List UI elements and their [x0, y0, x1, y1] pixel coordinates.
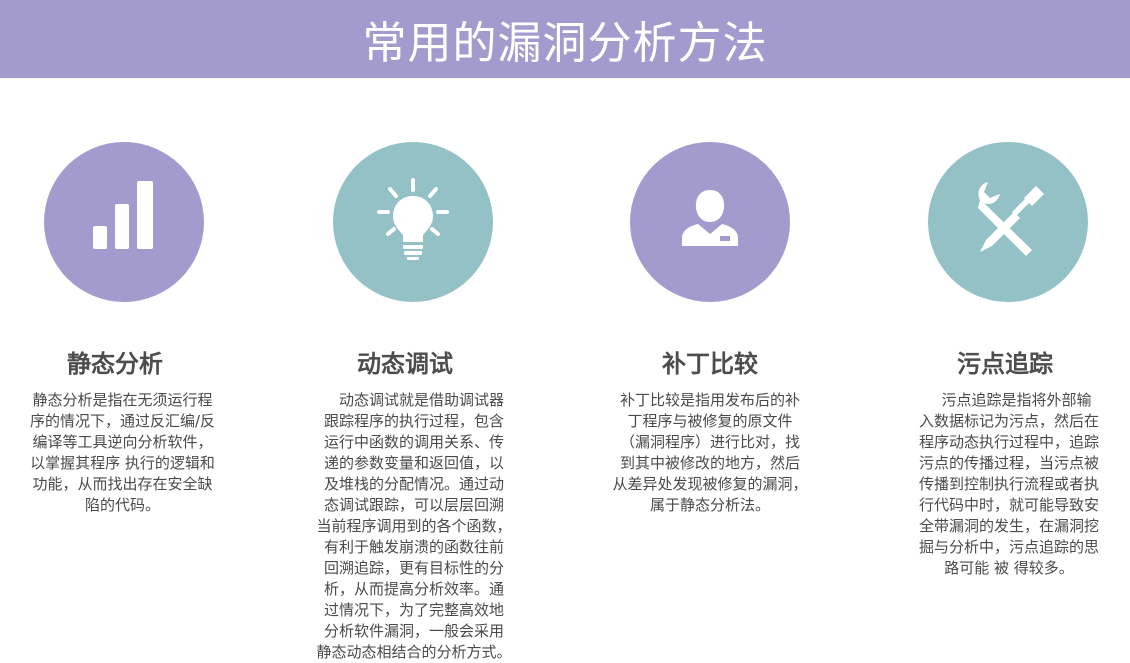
card-title-static-analysis: 静态分析: [67, 350, 163, 378]
desc-line: 过情况下，为了完整高效地: [323, 601, 504, 619]
desc-line: 传播到控制执行流程或者执: [918, 475, 1099, 493]
desc-line: 到其中被修改的地方，然后: [619, 454, 800, 472]
desc-line: 编译等工具逆向分析软件，: [32, 433, 213, 451]
circle-static-analysis: [44, 142, 204, 302]
user-icon: [682, 190, 738, 246]
desc-line: 当前程序调用到的各个函数，: [316, 517, 512, 535]
desc-line: 程序动态执行过程中，追踪: [918, 433, 1099, 451]
card-desc-dynamic-debug: 动态调试就是借助调试器 跟踪程序的执行过程，包含 运行中函数的调用关系、传 递的…: [294, 390, 534, 663]
desc-line: 有利于触发崩溃的函数往前: [323, 538, 504, 556]
desc-line: 全带漏洞的发生，在漏洞挖: [918, 517, 1099, 535]
desc-line: 掘与分析中，污点追踪的思: [918, 538, 1099, 556]
card-taint-tracking: 污点追踪 污点追踪是指将外部输 入数据标记为污点，然后在 程序动态执行过程中，追…: [880, 0, 1130, 660]
desc-line: 污点追踪是指将外部输: [926, 391, 1092, 409]
desc-line: 行代码中时，就可能导致安: [918, 496, 1099, 514]
desc-line: 分析软件漏洞，一般会采用: [323, 622, 504, 640]
card-dynamic-debug: 动态调试 动态调试就是借助调试器 跟踪程序的执行过程，包含 运行中函数的调用关系…: [290, 0, 540, 663]
card-desc-static-analysis: 静态分析是指在无须运行程 序的情况下，通过反汇编/反 编译等工具逆向分析软件， …: [10, 390, 235, 516]
bar-chart-icon: [93, 181, 153, 249]
card-desc-patch-compare: 补丁比较是指用发布后的补 丁程序与被修复的原文件 （漏洞程序）进行比对，找 到其…: [590, 390, 830, 516]
card-title-patch-compare: 补丁比较: [662, 350, 758, 378]
desc-line: 动态调试就是借助调试器: [323, 391, 504, 409]
desc-line: 递的参数变量和返回值，以: [323, 454, 504, 472]
lightbulb-icon: [377, 178, 449, 260]
desc-line: 属于静态分析法。: [649, 496, 770, 514]
desc-line: 以掌握其程序 执行的逻辑和: [30, 454, 215, 472]
desc-line: 析，从而提高分析效率。通: [323, 580, 504, 598]
desc-line: 功能，从而找出存在安全缺: [32, 475, 213, 493]
desc-line: 陷的代码。: [84, 496, 160, 514]
desc-line: 静态动态相结合的分析方式。: [316, 643, 512, 661]
card-title-dynamic-debug: 动态调试: [357, 350, 453, 378]
desc-line: 从差异处发现被修复的漏洞，: [612, 475, 808, 493]
desc-line: 路可能 被 得较多。: [944, 559, 1074, 577]
desc-line: 及堆栈的分配情况。通过动: [323, 475, 504, 493]
desc-line: 回溯追踪，更有目标性的分: [323, 559, 504, 577]
circle-patch-compare: [630, 142, 790, 302]
header-banner: 常用的漏洞分析方法: [0, 0, 1130, 78]
desc-line: 入数据标记为污点，然后在: [918, 412, 1099, 430]
card-static-analysis: 静态分析 静态分析是指在无须运行程 序的情况下，通过反汇编/反 编译等工具逆向分…: [0, 0, 250, 660]
circle-dynamic-debug: [333, 142, 493, 302]
desc-line: 补丁比较是指用发布后的补: [619, 391, 800, 409]
desc-line: （漏洞程序）进行比对，找: [619, 433, 800, 451]
desc-line: 运行中函数的调用关系、传: [323, 433, 504, 451]
desc-line: 丁程序与被修复的原文件: [627, 412, 793, 430]
desc-line: 序的情况下，通过反汇编/反: [29, 412, 216, 430]
desc-line: 静态分析是指在无须运行程: [32, 391, 213, 409]
desc-line: 污点的传播过程，当污点被: [918, 454, 1099, 472]
tools-icon: [978, 182, 1044, 256]
card-title-taint-tracking: 污点追踪: [957, 350, 1053, 378]
card-patch-compare: 补丁比较 补丁比较是指用发布后的补 丁程序与被修复的原文件 （漏洞程序）进行比对…: [580, 0, 840, 660]
desc-line: 跟踪程序的执行过程，包含: [323, 412, 504, 430]
circle-taint-tracking: [928, 142, 1088, 302]
card-desc-taint-tracking: 污点追踪是指将外部输 入数据标记为污点，然后在 程序动态执行过程中，追踪 污点的…: [898, 390, 1120, 579]
desc-line: 态调试跟踪，可以层层回溯: [323, 496, 504, 514]
page-title: 常用的漏洞分析方法: [362, 18, 768, 69]
